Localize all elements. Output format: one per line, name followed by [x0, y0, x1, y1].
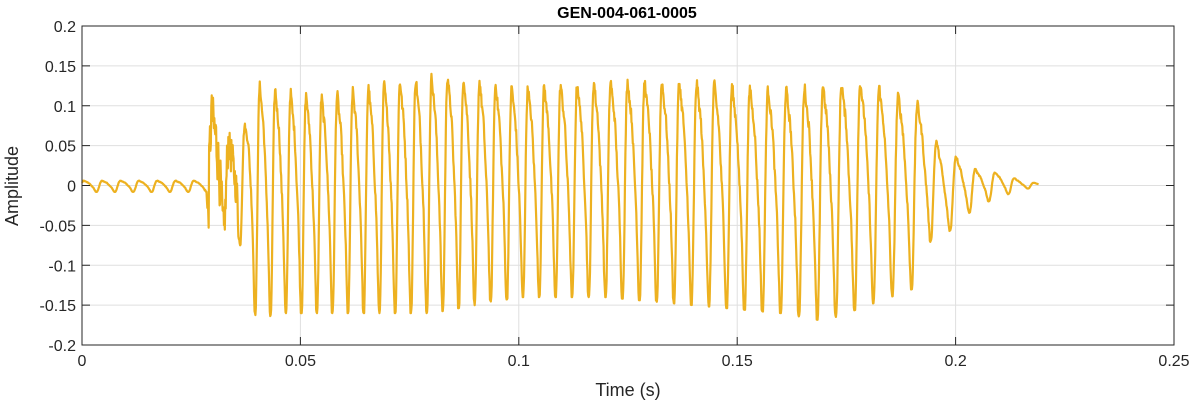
y-tick-label: 0.2 — [54, 19, 76, 36]
y-tick-label: -0.05 — [40, 218, 77, 235]
x-tick-label: 0 — [78, 353, 87, 370]
y-tick-label: 0.05 — [45, 139, 76, 156]
chart-title: GEN-004-061-0005 — [557, 5, 697, 22]
waveform-line — [81, 72, 1040, 321]
x-tick-labels: 0 0.05 0.1 0.15 0.2 0.25 — [78, 353, 1190, 370]
y-tick-label: 0.15 — [45, 59, 76, 76]
series-group — [81, 72, 1040, 321]
x-tick-label: 0.1 — [508, 353, 530, 370]
y-axis-label: Amplitude — [2, 146, 22, 226]
y-tick-label: 0 — [67, 179, 76, 196]
y-tick-labels: -0.2 -0.15 -0.1 -0.05 0 0.05 0.1 0.15 0.2 — [40, 19, 77, 355]
x-axis-label: Time (s) — [595, 380, 660, 400]
y-tick-label: 0.1 — [54, 99, 76, 116]
y-tick-label: -0.1 — [48, 258, 76, 275]
axis-ticks — [81, 25, 1175, 346]
x-tick-label: 0.2 — [944, 353, 966, 370]
y-tick-label: -0.15 — [40, 298, 77, 315]
x-tick-label: 0.05 — [285, 353, 316, 370]
y-tick-label: -0.2 — [48, 338, 76, 355]
x-tick-label: 0.25 — [1158, 353, 1189, 370]
x-tick-label: 0.15 — [722, 353, 753, 370]
